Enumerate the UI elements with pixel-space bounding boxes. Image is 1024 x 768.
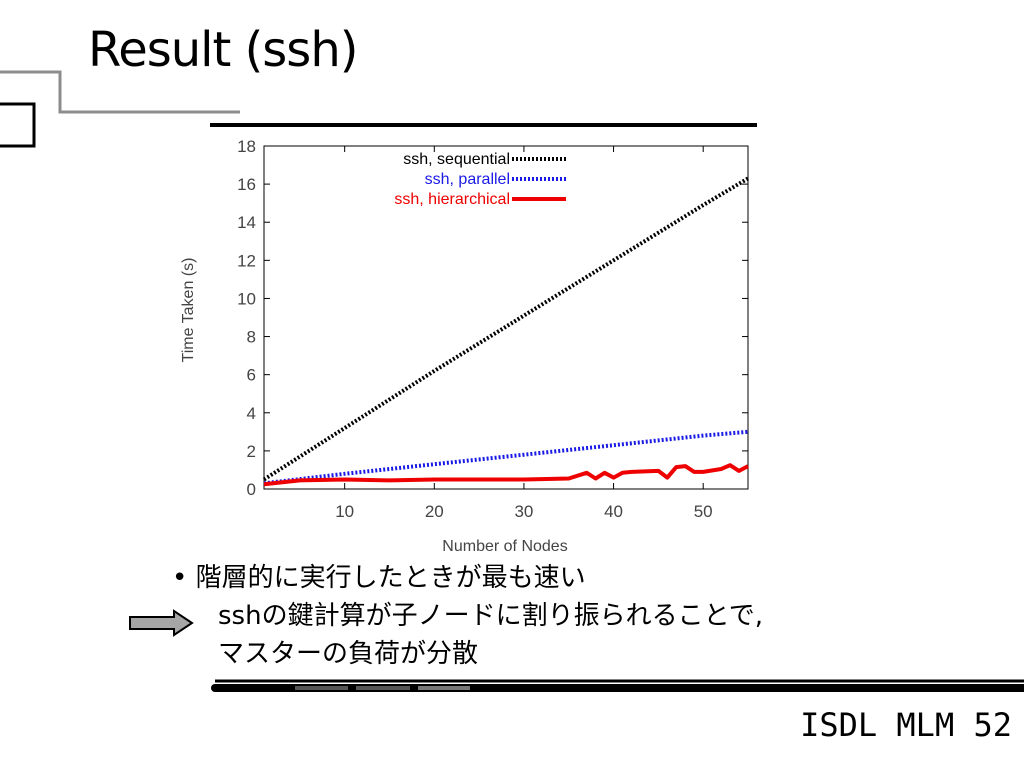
x-axis-label: Number of Nodes	[442, 538, 567, 555]
series-line-hierarchical	[263, 463, 749, 487]
plot-frame	[263, 145, 749, 490]
y-tick-label: 18	[237, 137, 256, 156]
x-tick-label: 10	[335, 502, 354, 521]
x-tick-label: 40	[604, 502, 623, 521]
axis-ticks: 0 2 4 6 8 10 12 14 16 18 10 20 30 40 50	[237, 137, 748, 521]
y-tick-label: 12	[237, 251, 256, 270]
right-arrow-icon	[129, 609, 194, 637]
legend-label-parallel: ssh, parallel	[425, 171, 510, 188]
slide-title: Result (ssh)	[88, 22, 358, 78]
series-line-parallel	[263, 429, 749, 486]
y-tick-label: 14	[237, 213, 256, 232]
series-line-sequential	[262, 176, 750, 482]
x-tick-label: 30	[514, 502, 533, 521]
x-tick-label: 50	[694, 502, 713, 521]
legend-label-sequential: ssh, sequential	[403, 151, 510, 168]
bullet-point: • 階層的に実行したときが最も速い	[172, 563, 586, 593]
y-axis-label: Time Taken (s)	[180, 258, 197, 363]
y-tick-label: 4	[247, 404, 256, 423]
y-tick-label: 2	[247, 442, 256, 461]
y-tick-label: 10	[237, 289, 256, 308]
arrow-text-line-2: マスターの負荷が分散	[218, 639, 479, 669]
arrow-text-line-1: sshの鍵計算が子ノードに割り振られることで,	[218, 601, 764, 631]
series-lines	[262, 176, 750, 487]
y-tick-label: 16	[237, 175, 256, 194]
legend: ssh, sequential ssh, parallel ssh, hierarc…	[394, 151, 566, 208]
y-tick-label: 0	[247, 480, 256, 499]
legend-label-hierarchical: ssh, hierarchical	[394, 191, 510, 208]
y-tick-label: 6	[247, 366, 256, 385]
x-tick-label: 20	[425, 502, 444, 521]
y-tick-label: 8	[247, 328, 256, 347]
footer-label: ISDL MLM 52	[800, 706, 1012, 744]
